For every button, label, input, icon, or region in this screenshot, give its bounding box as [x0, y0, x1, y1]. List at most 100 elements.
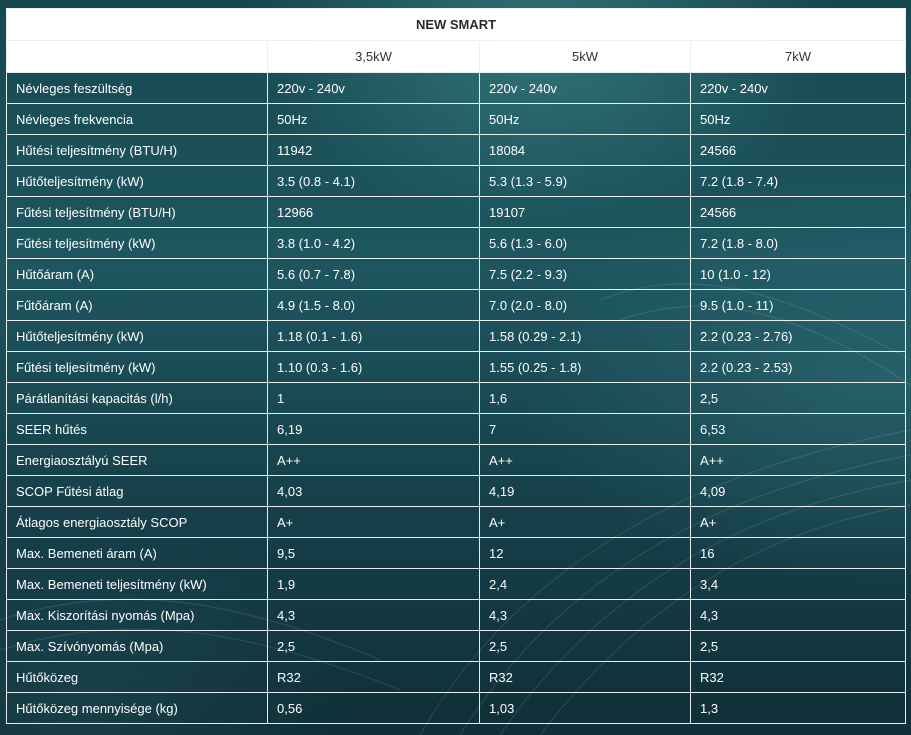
- table-cell: 7: [479, 413, 691, 445]
- column-header: 5kW: [479, 40, 691, 73]
- table-row: Hűtőteljesítmény (kW) 3.5 (0.8 - 4.1) 5.3 …: [6, 165, 907, 197]
- table-row: Energiaosztályú SEER A++ A++ A++: [6, 444, 907, 476]
- table-cell: 5.3 (1.3 - 5.9): [479, 165, 691, 197]
- row-label: Fűtőáram (A): [6, 289, 268, 321]
- table-cell: 3.5 (0.8 - 4.1): [267, 165, 480, 197]
- table-cell: 4,3: [267, 599, 480, 631]
- table-cell: 50Hz: [689, 103, 907, 135]
- table-cell: 3.8 (1.0 - 4.2): [267, 227, 480, 259]
- row-label: SCOP Fűtési átlag: [6, 475, 268, 507]
- table-row: Hűtőáram (A) 5.6 (0.7 - 7.8) 7.5 (2.2 - 9.…: [6, 258, 907, 290]
- table-cell: 220v - 240v: [479, 72, 691, 104]
- column-header: 3,5kW: [267, 40, 480, 73]
- table-row: Max. Bemeneti teljesítmény (kW) 1,9 2,4 3,4: [6, 568, 907, 600]
- table-cell: 7.2 (1.8 - 7.4): [689, 165, 907, 197]
- table-cell: R32: [689, 661, 907, 693]
- row-label: Átlagos energiaosztály SCOP: [6, 506, 268, 538]
- table-cell: 19107: [479, 196, 691, 228]
- row-label: Párátlanítási kapacitás (l/h): [6, 382, 268, 414]
- table-cell: 50Hz: [267, 103, 480, 135]
- table-row: Névleges frekvencia 50Hz 50Hz 50Hz: [6, 103, 907, 135]
- row-label: Hűtőáram (A): [6, 258, 268, 290]
- row-label: Max. Kiszorítási nyomás (Mpa): [6, 599, 268, 631]
- table-row: Max. Bemeneti áram (A) 9,5 12 16: [6, 537, 907, 569]
- table-row: Hűtőközeg mennyisége (kg) 0,56 1,03 1,3: [6, 692, 907, 724]
- table-row: SCOP Fűtési átlag 4,03 4,19 4,09: [6, 475, 907, 507]
- table-cell: 1.18 (0.1 - 1.6): [267, 320, 480, 352]
- table-cell: A+: [689, 506, 907, 538]
- table-cell: 7.2 (1.8 - 8.0): [689, 227, 907, 259]
- row-label: Fűtési teljesítmény (kW): [6, 227, 268, 259]
- table-cell: 4.9 (1.5 - 8.0): [267, 289, 480, 321]
- table-row: Hűtési teljesítmény (BTU/H) 11942 18084 245…: [6, 134, 907, 166]
- table-row: Párátlanítási kapacitás (l/h) 1 1,6 2,5: [6, 382, 907, 414]
- table-cell: 11942: [267, 134, 480, 166]
- row-label: Hűtőteljesítmény (kW): [6, 320, 268, 352]
- table-cell: 1.58 (0.29 - 2.1): [479, 320, 691, 352]
- table-cell: 10 (1.0 - 12): [689, 258, 907, 290]
- row-label: Hűtőteljesítmény (kW): [6, 165, 268, 197]
- table-cell: 220v - 240v: [689, 72, 907, 104]
- table-body: Névleges feszültség 220v - 240v 220v - 240…: [6, 72, 907, 724]
- table-row: Névleges feszültség 220v - 240v 220v - 240…: [6, 72, 907, 104]
- table-cell: A++: [689, 444, 907, 476]
- row-label: Hűtőközeg mennyisége (kg): [6, 692, 268, 724]
- row-label: Hűtési teljesítmény (BTU/H): [6, 134, 268, 166]
- row-label: Névleges frekvencia: [6, 103, 268, 135]
- table-cell: 1,9: [267, 568, 480, 600]
- table-cell: 6,53: [689, 413, 907, 445]
- table-cell: 1.10 (0.3 - 1.6): [267, 351, 480, 383]
- table-cell: R32: [267, 661, 480, 693]
- table-cell: 0,56: [267, 692, 480, 724]
- table-cell: 2,4: [479, 568, 691, 600]
- table-cell: 4,03: [267, 475, 480, 507]
- table-cell: 5.6 (1.3 - 6.0): [479, 227, 691, 259]
- spec-table: NEW SMART 3,5kW 5kW 7kW Névleges feszült…: [5, 8, 907, 724]
- table-title: NEW SMART: [5, 8, 907, 41]
- row-label: Hűtőközeg: [6, 661, 268, 693]
- row-label: Fűtési teljesítmény (kW): [6, 351, 268, 383]
- table-row: Hűtőteljesítmény (kW) 1.18 (0.1 - 1.6) 1.5…: [6, 320, 907, 352]
- table-cell: 2,5: [689, 630, 907, 662]
- table-row: Hűtőközeg R32 R32 R32: [6, 661, 907, 693]
- row-label: Energiaosztályú SEER: [6, 444, 268, 476]
- table-cell: 4,3: [479, 599, 691, 631]
- table-row: Max. Kiszorítási nyomás (Mpa) 4,3 4,3 4,3: [6, 599, 907, 631]
- table-cell: 18084: [479, 134, 691, 166]
- row-label: Névleges feszültség: [6, 72, 268, 104]
- table-cell: 4,09: [689, 475, 907, 507]
- row-label: SEER hűtés: [6, 413, 268, 445]
- table-cell: 12: [479, 537, 691, 569]
- table-row: Fűtési teljesítmény (kW) 3.8 (1.0 - 4.2) 5…: [6, 227, 907, 259]
- table-cell: 220v - 240v: [267, 72, 480, 104]
- table-row: Max. Szívónyomás (Mpa) 2,5 2,5 2,5: [6, 630, 907, 662]
- table-cell: 4,3: [689, 599, 907, 631]
- table-header-row: 3,5kW 5kW 7kW: [6, 40, 907, 73]
- table-cell: 1.55 (0.25 - 1.8): [479, 351, 691, 383]
- table-cell: 2,5: [479, 630, 691, 662]
- column-header: 7kW: [689, 40, 907, 73]
- table-cell: 3,4: [689, 568, 907, 600]
- table-cell: 50Hz: [479, 103, 691, 135]
- table-cell: R32: [479, 661, 691, 693]
- table-row: Átlagos energiaosztály SCOP A+ A+ A+: [6, 506, 907, 538]
- row-label: Fűtési teljesítmény (BTU/H): [6, 196, 268, 228]
- table-row: Fűtési teljesítmény (kW) 1.10 (0.3 - 1.6)…: [6, 351, 907, 383]
- table-cell: 2,5: [267, 630, 480, 662]
- table-cell: 2.2 (0.23 - 2.53): [689, 351, 907, 383]
- table-cell: 16: [689, 537, 907, 569]
- table-cell: 1,3: [689, 692, 907, 724]
- table-row: Fűtési teljesítmény (BTU/H) 12966 19107 245…: [6, 196, 907, 228]
- table-cell: 7.0 (2.0 - 8.0): [479, 289, 691, 321]
- table-cell: 24566: [689, 196, 907, 228]
- row-label: Max. Szívónyomás (Mpa): [6, 630, 268, 662]
- table-cell: 9,5: [267, 537, 480, 569]
- table-cell: 4,19: [479, 475, 691, 507]
- table-cell: 12966: [267, 196, 480, 228]
- table-row: Fűtőáram (A) 4.9 (1.5 - 8.0) 7.0 (2.0 - 8.…: [6, 289, 907, 321]
- table-cell: 7.5 (2.2 - 9.3): [479, 258, 691, 290]
- table-cell: A+: [267, 506, 480, 538]
- row-label: Max. Bemeneti áram (A): [6, 537, 268, 569]
- table-cell: A++: [267, 444, 480, 476]
- table-cell: 1,6: [479, 382, 691, 414]
